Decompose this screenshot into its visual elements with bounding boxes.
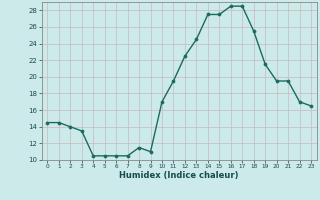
X-axis label: Humidex (Indice chaleur): Humidex (Indice chaleur) bbox=[119, 171, 239, 180]
